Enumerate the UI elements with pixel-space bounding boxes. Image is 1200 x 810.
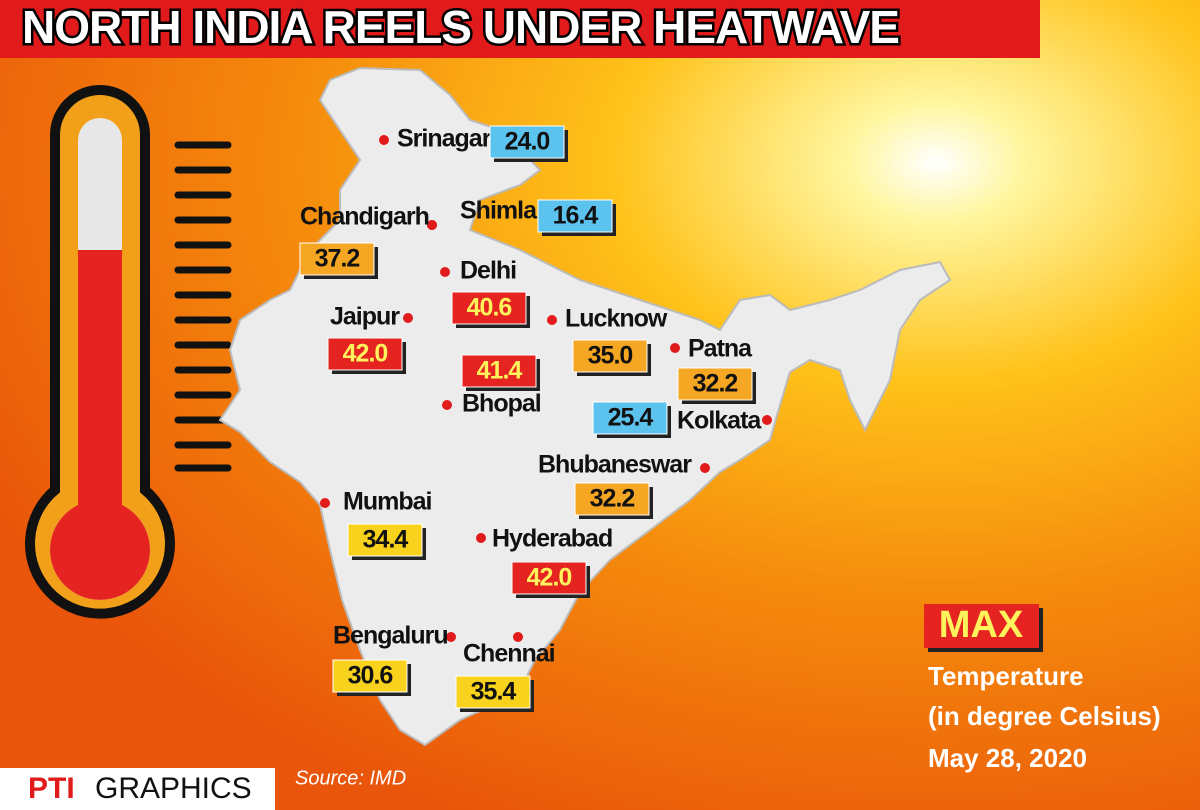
temperature: 35.4 — [471, 678, 517, 706]
temperature-badge — [327, 337, 403, 371]
city-name: Chennai — [463, 640, 555, 668]
temperature: 32.2 — [693, 370, 738, 398]
temperature: 37.2 — [315, 245, 360, 273]
legend-max: MAX — [939, 604, 1024, 646]
city-name: Bhubaneswar — [538, 451, 692, 479]
city-dot — [700, 463, 710, 473]
city-name: Bhopal — [462, 390, 541, 418]
city-dot — [427, 220, 437, 230]
legend-badge — [924, 604, 1039, 648]
temperature-badge — [299, 242, 375, 276]
city-name: Jaipur — [330, 303, 400, 331]
city-dot — [547, 315, 557, 325]
city-name: Kolkata — [677, 407, 762, 435]
city-dot — [762, 415, 772, 425]
temperature-badge — [451, 291, 527, 325]
footer-box — [0, 768, 275, 810]
temperature: 30.6 — [348, 662, 393, 690]
temperature-badge — [461, 354, 537, 388]
temperature-badge — [677, 367, 753, 401]
temperature: 41.4 — [477, 357, 523, 385]
temperature: 25.4 — [608, 404, 654, 432]
city-dot — [379, 135, 389, 145]
temperature: 32.2 — [590, 485, 635, 513]
source: Source: IMD — [295, 767, 406, 789]
city-dot — [442, 400, 452, 410]
temperature-badge — [511, 561, 587, 595]
temperature: 42.0 — [343, 340, 388, 368]
city-name: Patna — [688, 335, 753, 363]
city-name: Chandigarh — [300, 203, 429, 231]
temperature-badge — [347, 523, 423, 557]
temperature: 24.0 — [505, 128, 550, 156]
temperature-badge — [455, 675, 531, 709]
city-name: Shimla — [460, 197, 538, 225]
city-name: Mumbai — [343, 488, 432, 516]
city-dot — [670, 343, 680, 353]
city-dot — [403, 313, 413, 323]
legend-date: May 28, 2020 — [928, 743, 1087, 773]
temperature: 40.6 — [467, 294, 512, 322]
footer-logo: PTI — [28, 772, 75, 805]
title: NORTH INDIA REELS UNDER HEATWAVE — [22, 1, 899, 53]
city-dot — [440, 267, 450, 277]
city-dot — [513, 632, 523, 642]
temperature: 16.4 — [553, 202, 599, 230]
temperature-badge — [572, 339, 648, 373]
temperature-badge — [489, 125, 565, 159]
city-dot — [476, 533, 486, 543]
temperature: 42.0 — [527, 564, 572, 592]
temperature-badge — [332, 659, 408, 693]
city-dot — [320, 498, 330, 508]
legend-line: Temperature — [928, 661, 1084, 691]
city-dot — [446, 632, 456, 642]
title-bar — [0, 0, 1040, 58]
temperature: 34.4 — [363, 526, 409, 554]
footer-brand: GRAPHICS — [95, 772, 252, 805]
city-name: Delhi — [460, 257, 516, 285]
city-name: Hyderabad — [492, 525, 612, 553]
temperature-badge — [537, 199, 613, 233]
india-map — [218, 66, 952, 747]
city-name: Lucknow — [565, 305, 668, 333]
thermometer — [25, 85, 232, 619]
city-name: Bengaluru — [333, 622, 448, 650]
city-name: Srinagar — [397, 125, 492, 153]
legend-line: (in degree Celsius) — [928, 701, 1161, 731]
temperature-badge — [574, 482, 650, 516]
temperature-badge — [592, 401, 668, 435]
temperature: 35.0 — [588, 342, 633, 370]
